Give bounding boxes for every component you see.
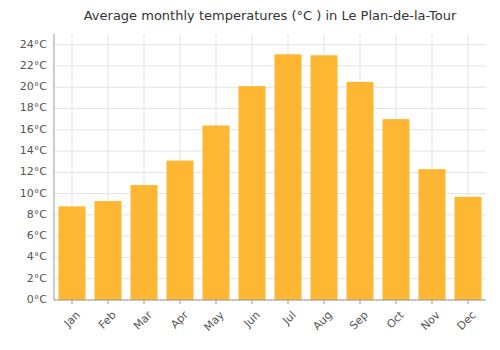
x-tick [288, 300, 289, 304]
y-axis-line [54, 34, 55, 300]
y-tick-label: 8°C [27, 208, 47, 221]
grid-line-y [54, 129, 486, 130]
y-tick-label: 18°C [20, 101, 47, 114]
grid-line-y [54, 44, 486, 45]
x-tick-label: Dec [455, 309, 479, 333]
x-tick-label: Aug [310, 309, 334, 333]
y-tick-label: 24°C [20, 38, 47, 51]
bar [275, 54, 302, 300]
x-tick-label: Oct [384, 308, 407, 331]
x-tick [432, 300, 433, 304]
y-tick-label: 6°C [27, 229, 47, 242]
y-tick-label: 22°C [20, 59, 47, 72]
x-tick-label: Jan [61, 309, 83, 331]
bar [95, 201, 122, 300]
x-tick [360, 300, 361, 304]
grid [54, 34, 486, 300]
x-tick [180, 300, 181, 304]
bar [59, 206, 86, 300]
x-tick [108, 300, 109, 304]
y-tick-label: 12°C [20, 165, 47, 178]
bar [311, 55, 338, 300]
x-tick [396, 300, 397, 304]
x-axis-line [54, 300, 486, 301]
x-tick [144, 300, 145, 304]
y-tick-label: 2°C [27, 272, 47, 285]
x-tick-label: Feb [96, 309, 119, 332]
x-tick-label: Sep [347, 309, 371, 333]
x-tick [324, 300, 325, 304]
x-tick-label: Mar [131, 308, 155, 332]
x-tick [252, 300, 253, 304]
bar [455, 197, 482, 300]
x-tick-label: May [201, 308, 227, 334]
grid-line-y [54, 151, 486, 152]
bars [59, 54, 482, 300]
x-tick [72, 300, 73, 304]
bar [131, 185, 158, 300]
y-tick-label: 10°C [20, 187, 47, 200]
x-tick-label: Nov [418, 308, 443, 333]
grid-line-y [54, 300, 486, 301]
grid-line-y [54, 65, 486, 66]
title: Average monthly temperatures (°C ) in Le… [84, 8, 457, 23]
y-tick-label: 4°C [27, 250, 47, 263]
y-tick-label: 20°C [20, 80, 47, 93]
bar [203, 126, 230, 300]
bar [347, 82, 374, 300]
x-tick [216, 300, 217, 304]
y-tick-label: 0°C [27, 293, 47, 306]
y-tick-label: 14°C [20, 144, 47, 157]
bar [419, 169, 446, 300]
grid-line-y [54, 87, 486, 88]
bar [383, 119, 410, 300]
chart: 0°C 2°C 4°C 6°C 8°C 10°C 12°C 14°C 16°C 18°C 20°C 2… [0, 0, 500, 350]
bar [167, 161, 194, 300]
x-tick-label: Jun [241, 309, 263, 331]
bar [239, 86, 266, 300]
x-tick [468, 300, 469, 304]
x-tick-label: Jul [279, 309, 298, 328]
grid-line-y [54, 108, 486, 109]
x-tick-label: Apr [168, 308, 191, 331]
y-tick-label: 16°C [20, 123, 47, 136]
